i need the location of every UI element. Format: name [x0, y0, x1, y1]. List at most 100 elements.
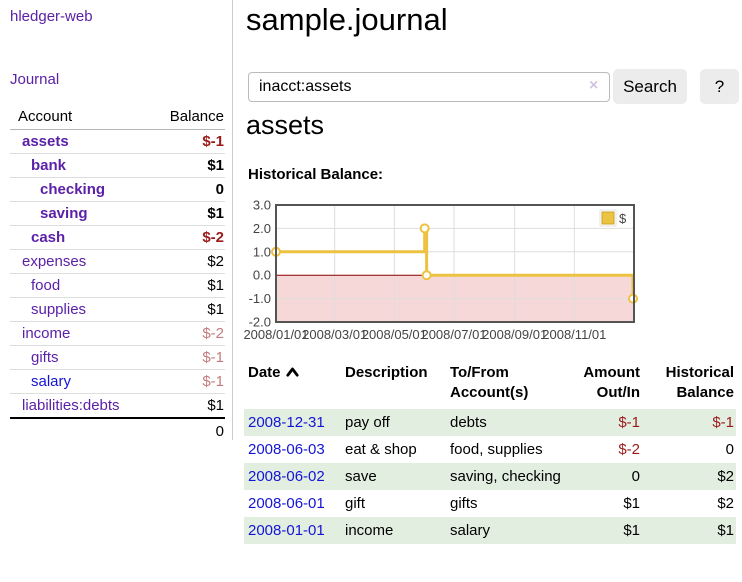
account-link-bank[interactable]: bank — [31, 157, 67, 174]
search-button[interactable]: Search — [613, 69, 687, 104]
account-balance: $-1 — [152, 369, 225, 394]
sidebar-account-cash: cash $-2 — [10, 225, 225, 250]
account-link-cash[interactable]: cash — [31, 229, 66, 246]
transaction-balance: 0 — [725, 441, 734, 458]
account-balance: $-2 — [152, 225, 225, 250]
chart-y-tick-label: 0.0 — [253, 268, 271, 283]
transaction-row: 2008-06-02 save saving, checking 0 $2 — [244, 463, 736, 490]
chart-y-tick-label: 1.0 — [253, 244, 271, 259]
transaction-balance: $1 — [717, 522, 734, 539]
account-link-checking[interactable]: checking — [40, 181, 106, 198]
accounts-header-account: Account — [10, 104, 153, 130]
chart-y-tick-label: -1.0 — [249, 291, 271, 306]
accounts-table: Account Balance assets $-1 bank $1 check… — [10, 104, 225, 443]
account-link-saving[interactable]: saving — [40, 205, 88, 222]
search-input[interactable] — [248, 72, 610, 102]
chart-y-tick-label: -2.0 — [249, 315, 271, 330]
transaction-amount: $-2 — [618, 441, 640, 458]
sidebar-account-supplies: supplies $1 — [10, 297, 225, 322]
chart-x-tick-label: 2008/01/01 — [243, 327, 308, 342]
chart-x-tick-label: 2008/07/01 — [421, 327, 486, 342]
account-balance: $1 — [152, 297, 225, 322]
chart-x-tick-label: 2008/09/01 — [482, 327, 547, 342]
register-account-heading: assets — [246, 110, 325, 140]
accounts-header-balance: Balance — [152, 104, 225, 130]
transaction-accounts: debts — [450, 414, 487, 431]
sidebar-account-salary: salary $-1 — [10, 369, 225, 394]
transaction-date-link[interactable]: 2008-06-02 — [248, 468, 325, 485]
column-header-historical-balance: Historical Balance — [665, 364, 734, 401]
transaction-row: 2008-06-03 eat & shop food, supplies $-2… — [244, 436, 736, 463]
transaction-description: income — [345, 522, 394, 539]
app-title-link[interactable]: hledger-web — [10, 8, 93, 25]
account-link-gifts[interactable]: gifts — [31, 349, 59, 366]
account-balance: $-2 — [152, 321, 225, 346]
transaction-amount: 0 — [631, 468, 640, 485]
transaction-description: save — [345, 468, 377, 485]
register-header-row: Date Description To/From Account(s) Amou… — [244, 361, 736, 409]
account-link-food[interactable]: food — [31, 277, 61, 294]
account-link-salary[interactable]: salary — [31, 373, 72, 390]
transaction-amount: $1 — [623, 495, 640, 512]
chart-plot-border — [275, 204, 635, 323]
transaction-row: 2008-12-31 pay off debts $-1 $-1 — [244, 409, 736, 436]
chart-legend-label: $ — [619, 211, 627, 226]
sidebar-account-expenses: expenses $2 — [10, 249, 225, 274]
chart-x-tick-label: 2008/11/01 — [542, 327, 606, 342]
transaction-date-link[interactable]: 2008-01-01 — [248, 522, 325, 539]
sidebar-total-row: 0 — [10, 417, 225, 443]
transaction-accounts: saving, checking — [450, 468, 561, 485]
transaction-balance: $2 — [717, 468, 734, 485]
account-balance: $-1 — [152, 129, 225, 154]
sidebar-account-assets: assets $-1 — [10, 129, 225, 154]
transaction-description: pay off — [345, 414, 390, 431]
transaction-balance: $-1 — [712, 414, 734, 431]
chart-point-marker — [419, 223, 430, 234]
chart-x-tick-label: 2008/05/01 — [362, 327, 427, 342]
chart-y-tick-label: 2.0 — [253, 221, 271, 236]
sidebar-account-gifts: gifts $-1 — [10, 345, 225, 370]
sidebar-account-income: income $-2 — [10, 321, 225, 346]
clear-search-icon[interactable]: × — [589, 77, 599, 94]
transaction-accounts: salary — [450, 522, 491, 539]
transaction-accounts: gifts — [450, 495, 478, 512]
chart-x-tick-label: 2008/03/01 — [302, 327, 367, 342]
sidebar-account-checking: checking 0 — [10, 177, 225, 202]
transaction-amount: $1 — [623, 522, 640, 539]
historical-balance-chart: 3.0 2.0 1.0 0.0 -1.0 -2.0 2008/01/01 2008/03/01… — [240, 198, 742, 348]
chart-canvas: 3.0 2.0 1.0 0.0 -1.0 -2.02008/01/012008/03/01… — [243, 198, 639, 342]
help-button[interactable]: ? — [700, 69, 739, 104]
sort-ascending-icon — [285, 363, 299, 383]
sidebar-account-saving: saving $1 — [10, 201, 225, 226]
chart-y-tick-label: 3.0 — [253, 198, 271, 213]
account-balance: $1 — [152, 153, 225, 178]
transaction-description: eat & shop — [345, 441, 417, 458]
transaction-date-link[interactable]: 2008-12-31 — [248, 414, 325, 431]
account-balance: $1 — [152, 201, 225, 226]
column-header-tofrom-accounts: To/From Account(s) — [450, 364, 529, 401]
sidebar: hledger-web Journal Account Balance asse… — [0, 0, 233, 443]
transaction-date-link[interactable]: 2008-06-03 — [248, 441, 325, 458]
transaction-balance: $2 — [717, 495, 734, 512]
account-link-liabilities-debts[interactable]: liabilities:debts — [22, 397, 120, 414]
account-balance: $1 — [152, 393, 225, 419]
transaction-date-link[interactable]: 2008-06-01 — [248, 495, 325, 512]
transaction-row: 2008-06-01 gift gifts $1 $2 — [244, 490, 736, 517]
column-header-description: Description — [345, 364, 428, 381]
page-title: sample.journal — [246, 2, 448, 37]
account-link-expenses[interactable]: expenses — [22, 253, 87, 270]
sidebar-account-liabilities-debts: liabilities:debts $1 — [10, 393, 225, 419]
column-header-date[interactable]: Date — [244, 361, 345, 409]
transaction-description: gift — [345, 495, 366, 512]
accounts-total: 0 — [152, 417, 225, 443]
account-link-supplies[interactable]: supplies — [31, 301, 87, 318]
account-balance: $1 — [152, 273, 225, 298]
account-link-income[interactable]: income — [22, 325, 71, 342]
account-balance: $2 — [152, 249, 225, 274]
transaction-accounts: food, supplies — [450, 441, 543, 458]
account-link-assets[interactable]: assets — [22, 133, 69, 150]
chart-point-marker — [421, 270, 432, 281]
sidebar-item-journal[interactable]: Journal — [10, 71, 60, 88]
sidebar-account-food: food $1 — [10, 273, 225, 298]
transaction-amount: $-1 — [618, 414, 640, 431]
